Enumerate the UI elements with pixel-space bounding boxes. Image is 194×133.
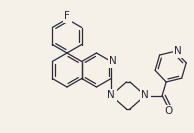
Text: N: N [141,90,149,101]
Text: N: N [174,46,182,56]
Text: N: N [107,90,115,101]
Text: N: N [109,57,117,66]
Text: O: O [165,106,173,116]
Text: F: F [64,11,70,21]
